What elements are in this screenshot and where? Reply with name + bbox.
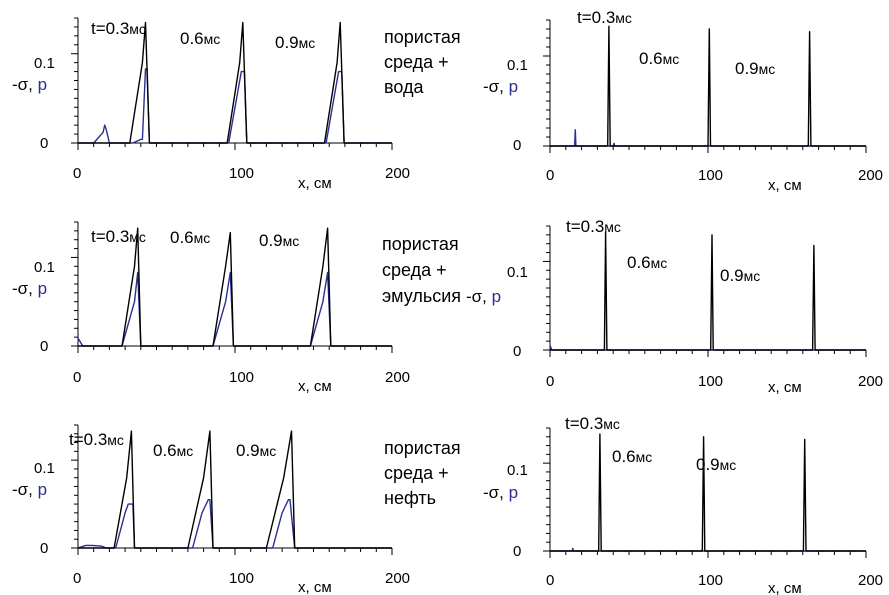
x-tick-label: 200 bbox=[858, 572, 883, 589]
medium-label-line: нефть bbox=[384, 488, 436, 508]
x-tick-label: 100 bbox=[698, 373, 723, 390]
y-axis-label: -σ, p bbox=[12, 75, 47, 94]
x-tick-label: 100 bbox=[229, 570, 254, 587]
medium-label-line: пористая bbox=[384, 438, 461, 458]
x-tick-label: 0 bbox=[546, 373, 554, 390]
x-tick-label: 200 bbox=[385, 369, 410, 386]
x-tick-label: 0 bbox=[73, 570, 81, 587]
time-label-0.3: t=0.3мс bbox=[69, 430, 124, 449]
y-tick-label: 0.1 bbox=[507, 57, 528, 74]
medium-label-line: пористая bbox=[384, 27, 461, 47]
panel-water-left bbox=[71, 17, 393, 150]
y-tick-label: 0 bbox=[40, 338, 48, 355]
y-axis-label: -σ, p bbox=[466, 287, 501, 306]
time-label-0.6: 0.6мс bbox=[627, 253, 667, 272]
x-tick-label: 200 bbox=[858, 373, 883, 390]
x-axis-label: x, см bbox=[298, 378, 332, 395]
x-axis-label: x, см bbox=[768, 177, 802, 194]
time-label-0.3: t=0.3мс bbox=[91, 227, 146, 246]
x-axis-label: x, см bbox=[298, 175, 332, 192]
y-tick-label: 0.1 bbox=[34, 55, 55, 72]
time-label-0.6: 0.6мс bbox=[170, 228, 210, 247]
series-line-sigma bbox=[78, 227, 392, 347]
medium-label-line: среда + bbox=[384, 463, 449, 483]
y-tick-label: 0 bbox=[40, 135, 48, 152]
series-line-sigma bbox=[550, 433, 866, 552]
y-tick-label: 0.1 bbox=[507, 264, 528, 281]
y-tick-label: 0 bbox=[513, 343, 521, 360]
medium-label-line: пористая bbox=[382, 234, 459, 254]
medium-label-line: среда + bbox=[384, 52, 449, 72]
panel-emulsion-left bbox=[71, 221, 393, 353]
x-tick-label: 0 bbox=[546, 167, 554, 184]
x-axis-label: x, см bbox=[298, 579, 332, 595]
time-label-0.6: 0.6мс bbox=[153, 441, 193, 460]
x-tick-label: 100 bbox=[698, 572, 723, 589]
time-label-0.9: 0.9мс bbox=[236, 441, 276, 460]
y-tick-label: 0.1 bbox=[507, 462, 528, 479]
time-label-0.9: 0.9мс bbox=[696, 455, 736, 474]
y-tick-label: 0 bbox=[40, 540, 48, 557]
time-label-0.3: t=0.3мс bbox=[91, 19, 146, 38]
time-label-0.6: 0.6мс bbox=[180, 29, 220, 48]
panel-emulsion-right bbox=[543, 225, 867, 357]
x-tick-label: 100 bbox=[229, 165, 254, 182]
time-label-0.9: 0.9мс bbox=[720, 266, 760, 285]
x-tick-label: 200 bbox=[385, 570, 410, 587]
time-label-0.9: 0.9мс bbox=[735, 59, 775, 78]
series-line-p bbox=[77, 499, 392, 549]
x-axis-label: x, см bbox=[768, 580, 802, 595]
x-tick-label: 0 bbox=[546, 572, 554, 589]
time-label-0.6: 0.6мс bbox=[612, 447, 652, 466]
panel-oil-right bbox=[543, 427, 867, 558]
time-label-0.6: 0.6мс bbox=[639, 49, 679, 68]
medium-label-line: среда + bbox=[382, 260, 447, 280]
medium-label-line: эмульсия bbox=[382, 286, 461, 306]
x-tick-label: 100 bbox=[698, 167, 723, 184]
x-tick-label: 200 bbox=[858, 167, 883, 184]
y-tick-label: 0 bbox=[513, 137, 521, 154]
x-tick-label: 0 bbox=[73, 369, 81, 386]
time-label-0.9: 0.9мс bbox=[259, 231, 299, 250]
y-tick-label: 0 bbox=[513, 543, 521, 560]
time-label-0.3: t=0.3мс bbox=[566, 217, 621, 236]
x-axis-label: x, см bbox=[768, 379, 802, 396]
y-axis-label: -σ, p bbox=[12, 279, 47, 298]
y-axis-label: -σ, p bbox=[483, 483, 518, 502]
x-tick-label: 100 bbox=[229, 369, 254, 386]
series-line-p bbox=[78, 68, 392, 144]
medium-label-line: вода bbox=[384, 77, 424, 97]
series-line-sigma bbox=[550, 231, 866, 351]
x-tick-label: 200 bbox=[385, 165, 410, 182]
y-tick-label: 0.1 bbox=[34, 460, 55, 477]
series-line-sigma bbox=[550, 25, 866, 147]
series-line-sigma bbox=[78, 430, 392, 549]
x-tick-label: 0 bbox=[73, 165, 81, 182]
y-tick-label: 0.1 bbox=[34, 259, 55, 276]
series-line-p bbox=[77, 271, 392, 347]
time-label-0.3: t=0.3мс bbox=[565, 414, 620, 433]
time-label-0.9: 0.9мс bbox=[275, 33, 315, 52]
series-line-sigma bbox=[78, 21, 392, 144]
y-axis-label: -σ, p bbox=[483, 77, 518, 96]
panel-water-right bbox=[543, 19, 867, 153]
time-label-0.3: t=0.3мс bbox=[577, 8, 632, 27]
y-axis-label: -σ, p bbox=[12, 480, 47, 499]
panel-oil-left bbox=[71, 424, 393, 555]
